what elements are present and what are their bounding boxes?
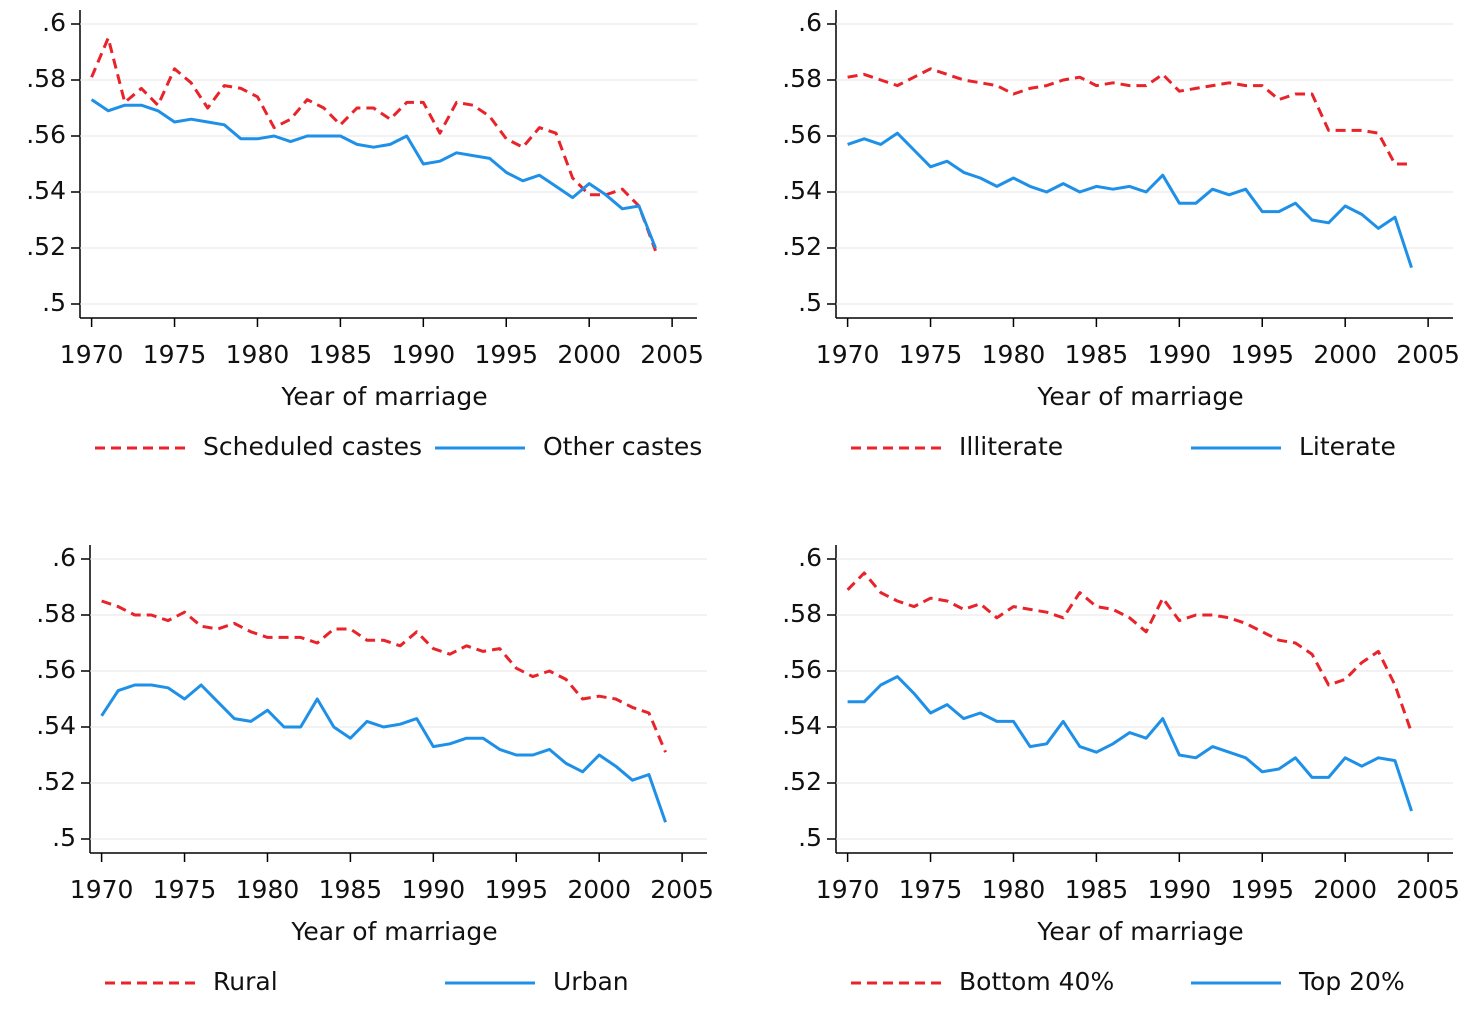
series-line (846, 571, 1413, 734)
legend-label: Urban (553, 967, 629, 996)
y-tick-label: .6 (798, 8, 822, 37)
x-tick-label: 1990 (402, 875, 466, 904)
x-tick-label: 1975 (899, 875, 963, 904)
series-line (100, 683, 667, 823)
legend-label: Illiterate (959, 432, 1063, 461)
x-tick-label: 1995 (1230, 340, 1294, 369)
y-tick-label: .56 (782, 120, 822, 149)
x-tick-label: 2005 (1396, 340, 1460, 369)
x-tick-label: 1980 (226, 340, 290, 369)
y-tick-label: .52 (36, 767, 76, 796)
series-line (90, 98, 657, 249)
x-tick-label: 1990 (392, 340, 456, 369)
series-line (101, 599, 667, 753)
x-tick-label: 1985 (1065, 875, 1129, 904)
x-tick-label: 1985 (309, 340, 373, 369)
x-tick-label: 1985 (1065, 340, 1129, 369)
y-tick-label: .52 (782, 767, 822, 796)
y-tick-label: .58 (26, 64, 66, 93)
x-tick-label: 1990 (1148, 875, 1212, 904)
x-tick-label: 1975 (143, 340, 207, 369)
y-tick-label: .52 (26, 232, 66, 261)
series-line (847, 675, 1413, 812)
legend-label: Top 20% (1298, 967, 1405, 996)
x-tick-label: 2005 (640, 340, 704, 369)
x-tick-label: 1975 (153, 875, 217, 904)
y-tick-label: .6 (42, 8, 66, 37)
series-line (847, 67, 1412, 166)
x-tick-label: 1995 (484, 875, 548, 904)
y-tick-label: .58 (782, 64, 822, 93)
chart-panel: .5 .52 .54 .56 .58 .6 1970 1975 1980 1985 1990 1995… (782, 8, 1460, 461)
x-axis-label: Year of marriage (1036, 917, 1243, 946)
y-tick-label: .5 (798, 288, 822, 317)
y-tick-label: .56 (782, 655, 822, 684)
x-tick-label: 2000 (567, 875, 631, 904)
x-tick-label: 1970 (70, 875, 134, 904)
y-tick-label: .5 (52, 823, 76, 852)
x-tick-label: 2000 (1313, 875, 1377, 904)
x-tick-label: 1970 (816, 340, 880, 369)
y-tick-label: .54 (782, 176, 822, 205)
legend-label: Scheduled castes (203, 432, 422, 461)
series-line (90, 36, 657, 252)
chart-panel: .5 .52 .54 .56 .58 .6 1970 1975 1980 1985 1990 1995… (782, 543, 1460, 996)
chart-panel: .5 .52 .54 .56 .58 .6 1970 1975 1980 1985 1990 1995… (26, 8, 704, 461)
x-tick-label: 1995 (1230, 875, 1294, 904)
x-tick-label: 1990 (1148, 340, 1212, 369)
series-line (847, 131, 1413, 269)
y-tick-label: .6 (52, 543, 76, 572)
x-axis-label: Year of marriage (290, 917, 497, 946)
legend-label: Literate (1299, 432, 1396, 461)
x-axis-label: Year of marriage (280, 382, 487, 411)
y-tick-label: .56 (26, 120, 66, 149)
x-tick-label: 2000 (557, 340, 621, 369)
x-tick-label: 2005 (1396, 875, 1460, 904)
x-tick-label: 1980 (982, 340, 1046, 369)
x-tick-label: 2000 (1313, 340, 1377, 369)
legend-label: Rural (213, 967, 278, 996)
x-tick-label: 2005 (650, 875, 714, 904)
x-tick-label: 1995 (474, 340, 538, 369)
x-tick-label: 1985 (319, 875, 383, 904)
x-tick-label: 1980 (982, 875, 1046, 904)
y-tick-label: .58 (36, 599, 76, 628)
y-tick-label: .54 (782, 711, 822, 740)
y-tick-label: .54 (36, 711, 76, 740)
legend-label: Other castes (543, 432, 702, 461)
y-tick-label: .6 (798, 543, 822, 572)
y-tick-label: .52 (782, 232, 822, 261)
y-tick-label: .54 (26, 176, 66, 205)
y-tick-label: .58 (782, 599, 822, 628)
legend-label: Bottom 40% (959, 967, 1114, 996)
x-tick-label: 1980 (236, 875, 300, 904)
x-axis-label: Year of marriage (1036, 382, 1243, 411)
x-tick-label: 1975 (899, 340, 963, 369)
y-tick-label: .5 (42, 288, 66, 317)
x-tick-label: 1970 (60, 340, 124, 369)
chart-panel: .5 .52 .54 .56 .58 .6 1970 1975 1980 1985 1990 1995… (36, 543, 714, 996)
y-tick-label: .56 (36, 655, 76, 684)
x-tick-label: 1970 (816, 875, 880, 904)
y-tick-label: .5 (798, 823, 822, 852)
